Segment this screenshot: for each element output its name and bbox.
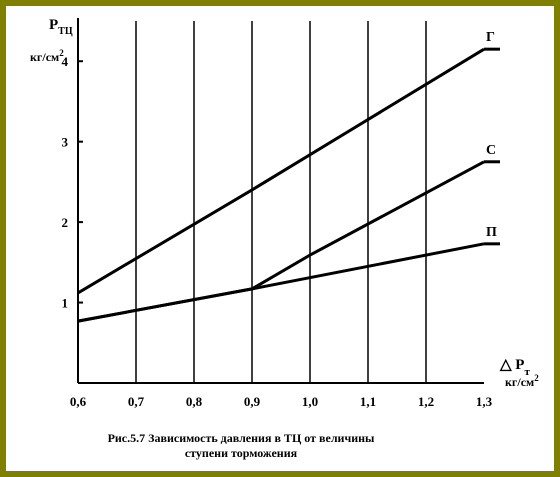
y-tick-label: 1: [62, 296, 69, 311]
tick-labels: 0,6 0,7 0,8 0,9 1,0 1,1 1,2 1,3 1 2 3 4: [62, 54, 493, 409]
x-tick-label: 1,3: [476, 394, 493, 409]
curve-label-С: С: [486, 143, 496, 158]
figure-caption: Рис.5.7 Зависимость давления в ТЦ от вел…: [76, 431, 406, 461]
series-line-Г: [77, 47, 485, 295]
figure-frame: 0,6 0,7 0,8 0,9 1,0 1,1 1,2 1,3 1 2 3 4 PТЦ кг/см2 …: [6, 6, 554, 471]
caption-line-2: ступени торможения: [184, 446, 298, 460]
series-lines: [77, 47, 500, 323]
x-tick-label: 0,9: [244, 394, 261, 409]
curve-labels: Г С П: [486, 30, 497, 240]
y-tick-label: 3: [62, 135, 69, 150]
x-axis-unit: кг/см2: [505, 373, 539, 389]
x-tick-label: 0,8: [186, 394, 203, 409]
y-tick-label: 4: [62, 54, 69, 69]
curve-label-Г: Г: [486, 30, 495, 45]
series-line-С: [77, 160, 485, 323]
x-tick-label: 0,7: [128, 394, 145, 409]
grid: [135, 21, 427, 383]
x-tick-label: 0,6: [70, 394, 87, 409]
y-axis-title: PТЦ: [49, 17, 73, 37]
curve-label-П: П: [486, 225, 497, 240]
x-tick-label: 1,2: [418, 394, 434, 409]
x-axis-title: △ Pт: [499, 357, 530, 378]
y-axis-unit: кг/см2: [30, 48, 64, 64]
caption-line-1: Рис.5.7 Зависимость давления в ТЦ от вел…: [107, 431, 375, 445]
axes: [77, 18, 484, 384]
series-line-П: [77, 242, 485, 323]
y-tick-label: 2: [62, 215, 69, 230]
x-tick-label: 1,1: [360, 394, 376, 409]
x-tick-label: 1,0: [302, 394, 318, 409]
